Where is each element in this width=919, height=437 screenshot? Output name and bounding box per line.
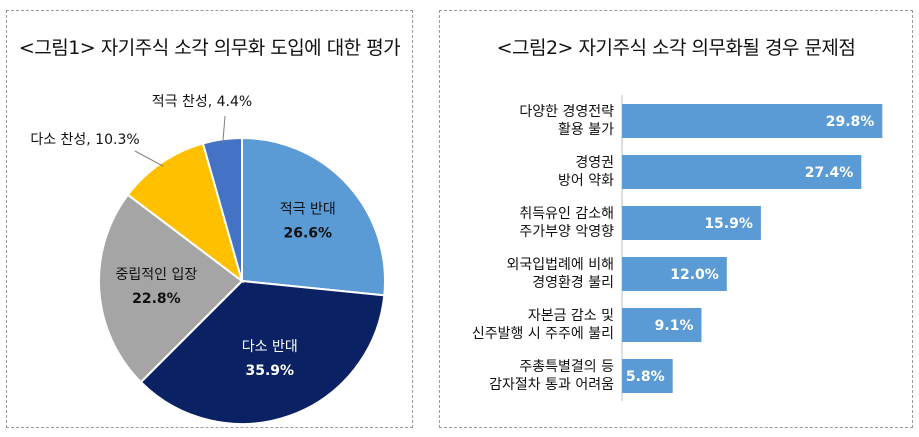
pie-chart-title: <그림1> 자기주식 소각 의무화 도입에 대한 평가 [18, 37, 401, 59]
pie-leader-line [134, 150, 164, 167]
bar-value-label: 12.0% [670, 267, 719, 283]
pie-outside-label: 다소 찬성, 10.3% [30, 132, 139, 148]
bar [622, 104, 883, 138]
pie-slice [241, 136, 386, 297]
bar [622, 155, 862, 189]
pie-slice [201, 136, 243, 282]
category-label: 주총특별결의 등 [519, 359, 614, 375]
category-label: 방어 약화 [558, 173, 614, 189]
bar [622, 257, 727, 291]
bar [622, 206, 761, 240]
category-label: 주가부양 악영향 [519, 224, 614, 240]
category-label: 자본금 감소 및 [528, 308, 614, 324]
category-label: 신주발행 시 주주에 불리 [472, 326, 614, 342]
category-label: 외국입법례에 비해 [507, 257, 615, 273]
bar-value-label: 9.1% [655, 318, 694, 334]
pie-leader-line [222, 115, 226, 144]
pie-slice [139, 279, 386, 425]
category-label: 경영환경 불리 [532, 275, 614, 291]
bar-value-label: 29.8% [826, 114, 875, 130]
pie-slice [98, 193, 244, 384]
pie-chart: 적극 반대 26.6% 다소 반대 35.9% 중립적인 입장 22.8% 다소 찬성, 1… [30, 94, 386, 425]
category-label: 취득유인 감소해 [519, 206, 614, 222]
bar [622, 359, 673, 393]
pie-slice-label: 중립적인 입장 [116, 267, 198, 283]
pie-slice-value: 22.8% [132, 291, 181, 307]
category-label: 다양한 경영전략 [519, 104, 614, 120]
bar-value-label: 15.9% [704, 216, 753, 232]
category-label: 경영권 [575, 155, 614, 171]
pie-slice-value: 35.9% [246, 363, 295, 379]
pie-panel: <그림1> 자기주식 소각 의무화 도입에 대한 평가 적극 반대 26.6% 다소… [6, 10, 413, 428]
category-label: 활용 불가 [558, 122, 614, 138]
category-label: 감자절차 통과 어려움 [489, 377, 614, 393]
bar-value-label: 5.8% [626, 369, 665, 385]
pie-outside-label: 적극 찬성, 4.4% [152, 94, 252, 110]
pie-slice [126, 142, 244, 284]
pie-slice-label: 적극 반대 [280, 202, 336, 218]
pie-slice-value: 26.6% [284, 226, 333, 242]
bar [622, 308, 702, 342]
bar-chart-title: <그림2> 자기주식 소각 의무화될 경우 문제점 [496, 37, 856, 59]
pie-slice-label: 다소 반대 [242, 339, 298, 355]
bar-value-label: 27.4% [805, 165, 854, 181]
